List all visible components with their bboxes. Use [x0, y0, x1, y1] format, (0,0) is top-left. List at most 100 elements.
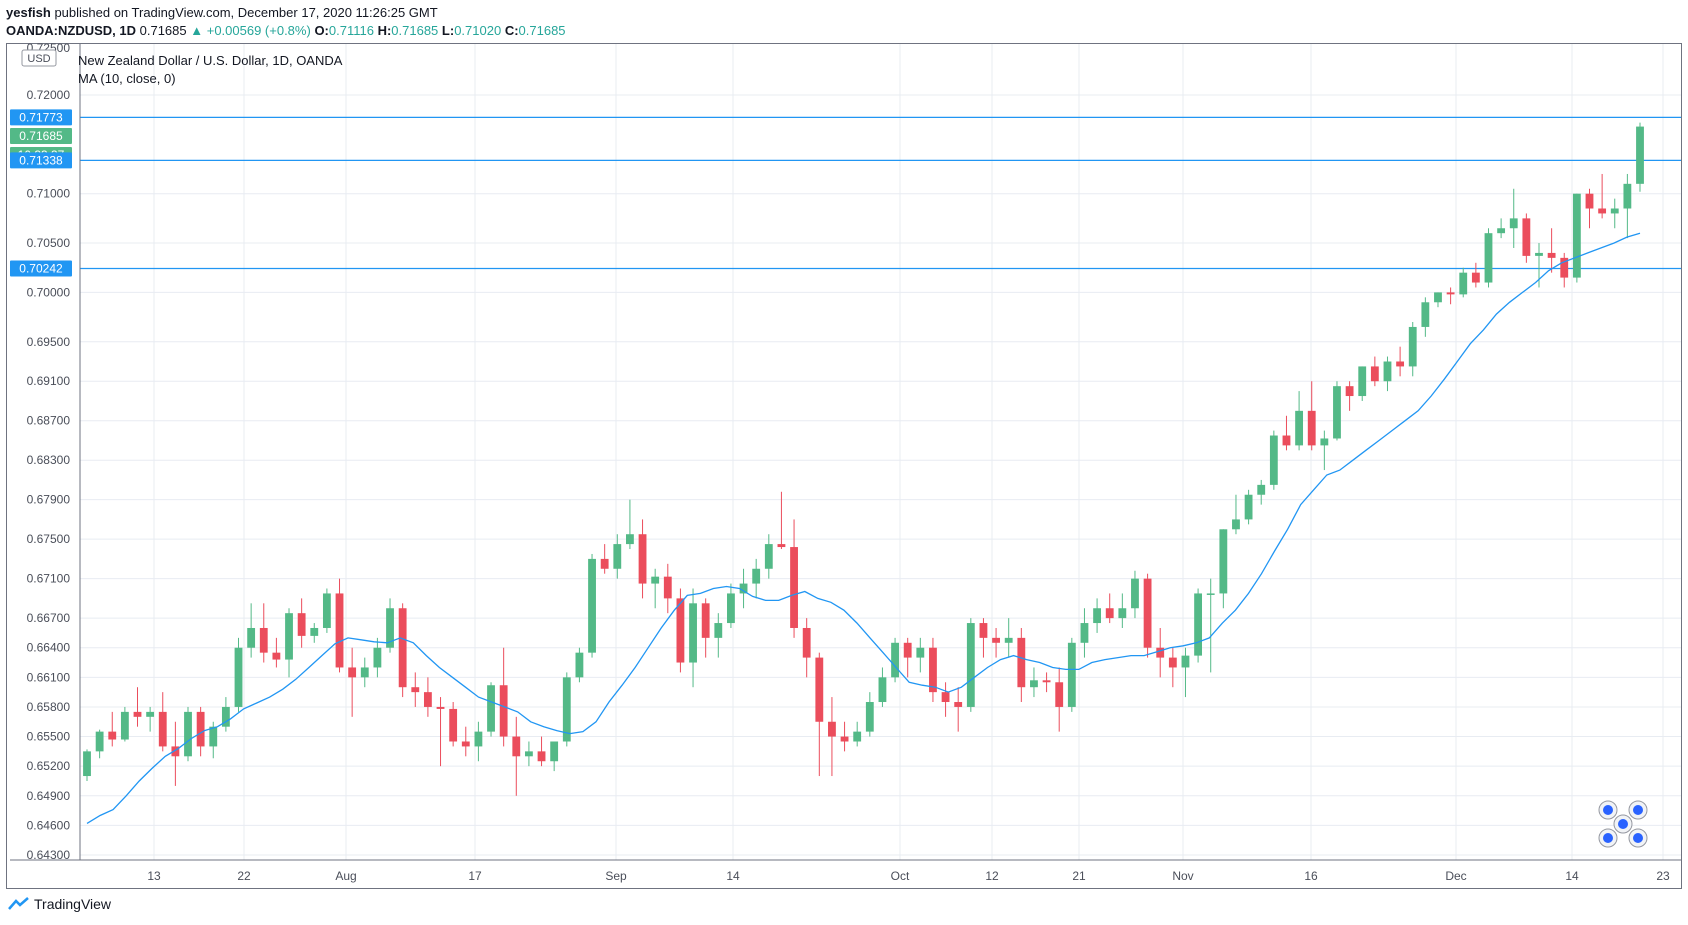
- candle-body: [613, 544, 622, 569]
- x-tick-label: Oct: [891, 869, 910, 883]
- candle-body: [1333, 386, 1341, 439]
- candle-body: [1535, 252, 1543, 256]
- candle-body: [1509, 218, 1518, 229]
- price-badge: [10, 128, 72, 144]
- candle-body: [1396, 361, 1405, 367]
- y-tick-label: 0.65200: [27, 759, 71, 773]
- y-tick-label: 0.64900: [27, 789, 71, 803]
- y-tick-label: 0.70500: [27, 236, 71, 250]
- grid: [80, 44, 1681, 860]
- low-value: 0.71020: [454, 23, 502, 38]
- currency-box: [21, 49, 57, 67]
- candle-body: [815, 657, 824, 722]
- moving-average: [86, 232, 1641, 824]
- candle-body: [310, 627, 319, 636]
- candle-body: [1471, 272, 1480, 283]
- candle-body: [1143, 578, 1152, 648]
- footer: TradingView: [8, 896, 111, 912]
- candle-body: [322, 593, 331, 628]
- candle-body: [1307, 410, 1316, 446]
- candle-body: [1484, 233, 1493, 283]
- candle-body: [1067, 642, 1076, 707]
- candle-body: [853, 731, 862, 742]
- y-tick-label: 0.64300: [27, 848, 71, 862]
- candle-body: [108, 731, 117, 740]
- candle-body: [1093, 608, 1101, 624]
- x-tick-label: 13: [147, 869, 161, 883]
- candle-body: [499, 685, 508, 737]
- close-label: C:: [504, 23, 519, 38]
- candle-body: [1610, 208, 1619, 214]
- footer-brand[interactable]: TradingView: [34, 896, 112, 912]
- candle-body: [234, 647, 243, 707]
- candle-body: [764, 544, 773, 569]
- candle-body: [1408, 326, 1417, 367]
- candle-body: [1585, 193, 1594, 209]
- candle-body: [335, 593, 344, 668]
- candle-body: [1168, 657, 1177, 668]
- candle-body: [651, 576, 660, 584]
- candle-body: [1383, 361, 1392, 382]
- event-flag-dot: [1618, 819, 1628, 829]
- candle-body: [83, 751, 91, 777]
- chart-frame: [6, 43, 1682, 889]
- candle-body: [411, 687, 420, 693]
- candle-body: [1459, 272, 1468, 295]
- candle-body: [146, 711, 155, 717]
- open-label: O:: [314, 23, 329, 38]
- price-badge-label: 0.71685: [19, 129, 63, 143]
- candle-body: [1269, 435, 1278, 485]
- author-name[interactable]: yesfish: [6, 5, 51, 20]
- legend-title[interactable]: New Zealand Dollar / U.S. Dollar, 1D, OA…: [78, 53, 343, 68]
- time-axis[interactable]: 13 22 Aug 17 Sep 14 Oct 12 21 Nov 16 Dec 14 23: [10, 859, 1681, 883]
- x-tick-label: Dec: [1445, 869, 1466, 883]
- candle-body: [398, 608, 407, 688]
- candle-body: [247, 627, 256, 648]
- candle-body: [1232, 519, 1240, 530]
- candle-body: [1598, 208, 1607, 214]
- y-tick-label: 0.68700: [27, 414, 71, 428]
- price-badge: [10, 109, 72, 126]
- y-tick-label: 0.65500: [27, 730, 71, 744]
- x-tick-label: 21: [1072, 869, 1086, 883]
- candle-body: [348, 667, 357, 678]
- currency-label: USD: [27, 53, 50, 65]
- candle-body: [209, 726, 218, 747]
- candle-body: [588, 558, 596, 653]
- y-tick-label: 0.64600: [27, 818, 71, 832]
- candle-body: [1042, 680, 1051, 683]
- candle-body: [360, 667, 369, 678]
- price-axis[interactable]: 0.725000.720000.710000.705000.700000.695…: [21, 41, 81, 862]
- candle-body: [941, 692, 950, 703]
- candle-body: [1017, 637, 1026, 688]
- candle-body: [1358, 366, 1367, 397]
- candle-body: [828, 721, 836, 737]
- price-badge-label: 0.71338: [19, 153, 63, 167]
- y-tick-label: 0.72000: [27, 88, 71, 102]
- y-tick-label: 0.70000: [27, 285, 71, 299]
- legend-indicator[interactable]: MA (10, close, 0): [78, 71, 176, 86]
- candle-body: [184, 711, 192, 757]
- candle-body: [790, 547, 798, 628]
- candle-body: [512, 736, 521, 757]
- candle-body: [1244, 494, 1253, 520]
- price-badge: [10, 260, 72, 277]
- tradingview-logo-icon: [8, 897, 29, 910]
- low-label: L:: [441, 23, 455, 38]
- candle-body: [916, 647, 925, 658]
- candle-body: [727, 593, 735, 624]
- x-tick-label: 17: [468, 869, 482, 883]
- candles: [83, 122, 1644, 796]
- candle-body: [1636, 126, 1644, 184]
- candle-body: [840, 736, 849, 742]
- candle-body: [272, 652, 281, 660]
- candle-body: [1522, 218, 1531, 256]
- y-tick-label: 0.66100: [27, 670, 71, 684]
- y-tick-label: 0.66700: [27, 611, 71, 625]
- event-flags-icon[interactable]: [1598, 800, 1648, 848]
- x-tick-label: Aug: [335, 869, 356, 883]
- candle-body: [663, 576, 672, 599]
- last-price: 0.71685: [139, 23, 187, 38]
